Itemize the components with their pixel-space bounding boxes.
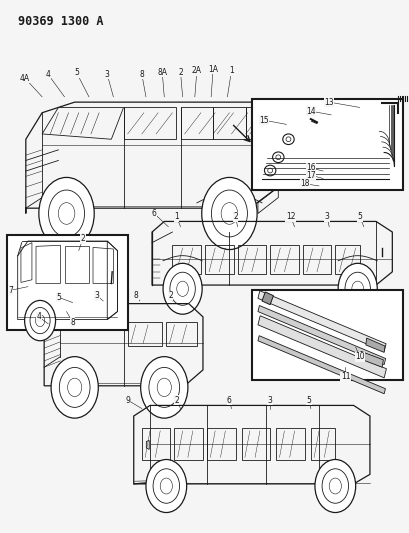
Text: 1A: 1A [208, 64, 218, 74]
Circle shape [169, 272, 195, 305]
Text: 6: 6 [151, 209, 156, 218]
Circle shape [35, 314, 45, 327]
Text: 3: 3 [267, 395, 272, 405]
Circle shape [58, 203, 75, 224]
Text: 2: 2 [80, 235, 85, 244]
Circle shape [176, 281, 188, 296]
Circle shape [321, 469, 348, 503]
Text: 4A: 4A [20, 74, 30, 83]
Text: 3: 3 [105, 70, 110, 79]
Text: 4: 4 [36, 312, 41, 321]
Text: 4: 4 [46, 70, 51, 79]
Text: 7: 7 [8, 286, 13, 295]
Text: 2: 2 [168, 291, 172, 300]
Polygon shape [257, 290, 385, 351]
Text: 2A: 2A [191, 66, 201, 75]
Text: 13: 13 [324, 98, 333, 107]
Polygon shape [359, 351, 382, 367]
Circle shape [39, 177, 94, 249]
Text: 18: 18 [299, 179, 309, 188]
Text: 2: 2 [233, 212, 237, 221]
Circle shape [201, 177, 256, 249]
Text: 11: 11 [340, 372, 349, 381]
Circle shape [351, 281, 363, 296]
Text: 8: 8 [70, 318, 75, 327]
Text: 3: 3 [324, 212, 329, 221]
Circle shape [153, 469, 179, 503]
Text: 17: 17 [306, 171, 315, 180]
Polygon shape [257, 305, 385, 365]
Text: 5: 5 [56, 293, 61, 302]
Circle shape [337, 263, 376, 314]
Polygon shape [257, 336, 384, 394]
Circle shape [48, 190, 84, 237]
Circle shape [30, 308, 50, 334]
Text: 15: 15 [258, 116, 268, 125]
Circle shape [314, 459, 355, 513]
Text: 5: 5 [306, 395, 310, 405]
Circle shape [140, 357, 187, 418]
Bar [7, 235, 127, 330]
Text: 2: 2 [178, 68, 182, 77]
Circle shape [51, 357, 98, 418]
Polygon shape [261, 292, 273, 305]
Text: 8: 8 [139, 70, 144, 79]
Text: 12: 12 [285, 212, 294, 221]
Text: 3: 3 [94, 291, 99, 300]
Bar [251, 290, 402, 381]
Text: 16: 16 [306, 164, 315, 172]
Circle shape [148, 367, 179, 407]
Circle shape [67, 378, 81, 397]
Bar [251, 100, 402, 190]
Text: 8: 8 [133, 291, 138, 300]
Circle shape [25, 301, 55, 341]
Text: 10: 10 [354, 352, 364, 361]
Text: 6: 6 [227, 395, 231, 405]
Circle shape [157, 378, 171, 397]
Circle shape [211, 190, 247, 237]
Text: 8A: 8A [157, 68, 167, 77]
Circle shape [146, 459, 186, 513]
Text: 1: 1 [229, 66, 233, 75]
Polygon shape [257, 316, 386, 378]
Circle shape [328, 478, 341, 494]
Circle shape [163, 263, 202, 314]
Circle shape [220, 203, 237, 224]
Text: 9: 9 [125, 395, 130, 405]
Text: 5: 5 [356, 212, 361, 221]
Circle shape [344, 272, 369, 305]
Text: 1: 1 [174, 212, 178, 221]
Text: 90369 1300 A: 90369 1300 A [18, 14, 103, 28]
Circle shape [59, 367, 90, 407]
Circle shape [160, 478, 172, 494]
Text: 5: 5 [74, 68, 79, 77]
Text: 2: 2 [174, 395, 178, 405]
Text: 14: 14 [306, 107, 315, 116]
Polygon shape [365, 338, 384, 352]
